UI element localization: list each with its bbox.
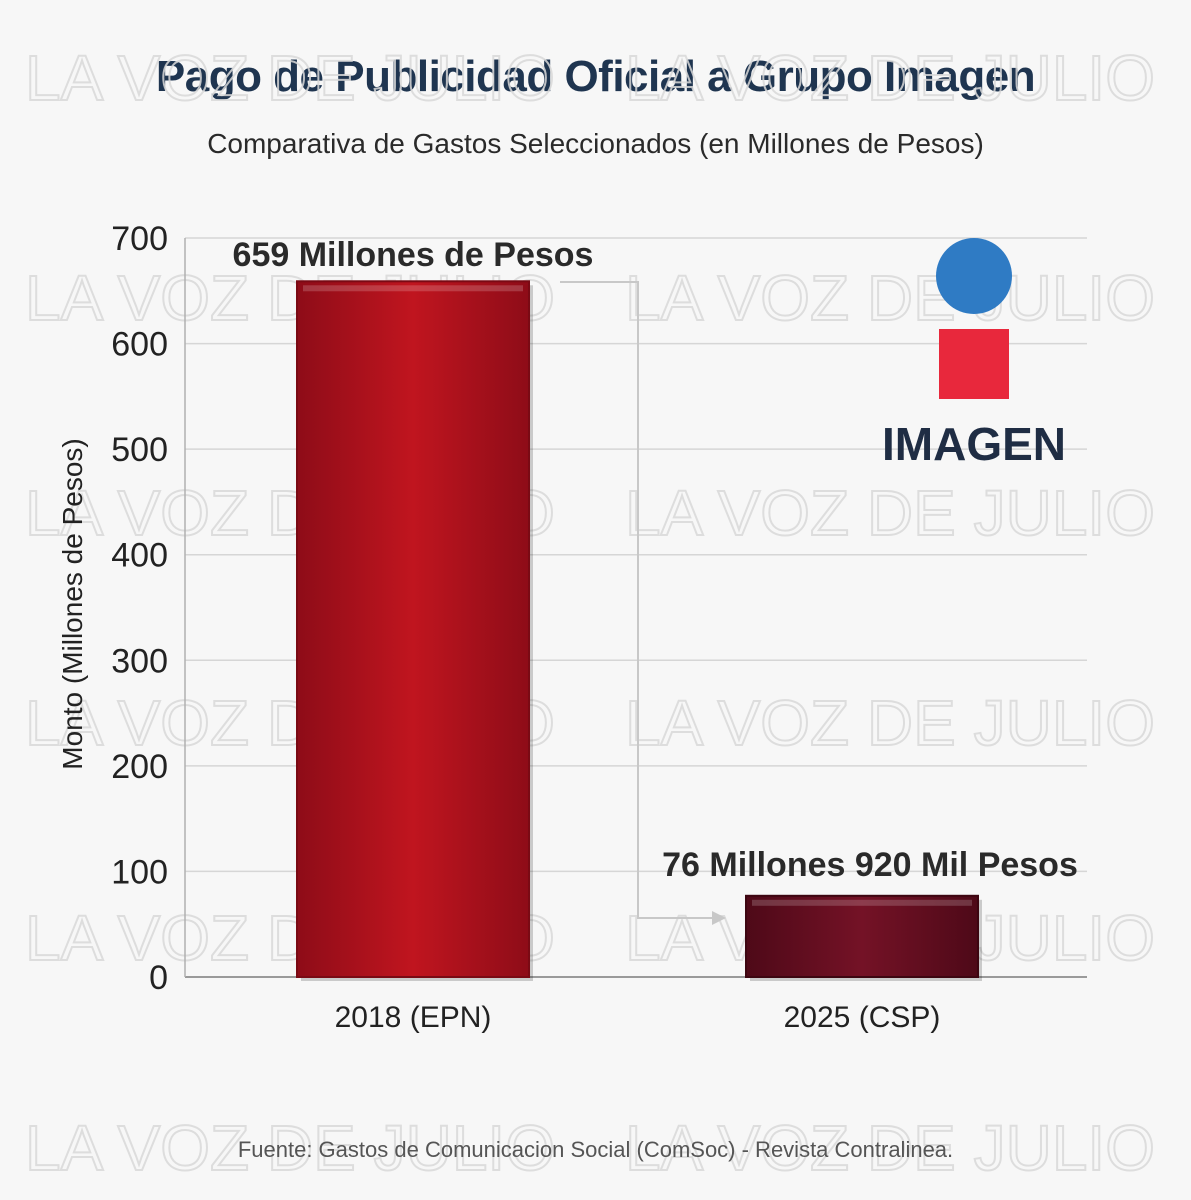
bar (296, 280, 530, 978)
connector-line (560, 281, 718, 919)
connector-arrow (560, 281, 726, 925)
y-tick-label: 600 (111, 326, 168, 364)
source-note: Fuente: Gastos de Comunicacion Social (C… (237, 1137, 954, 1162)
watermark-text: LA VOZ DE JULIO (625, 42, 1155, 114)
y-tick-label: 500 (111, 431, 168, 469)
connector-arrowhead (712, 911, 726, 925)
bars (296, 280, 982, 981)
y-axis-label: Monto (Millones de Pesos) (57, 438, 88, 769)
imagen-logo: IMAGEN (882, 238, 1066, 470)
watermark-text: LA VOZ DE JULIO (625, 687, 1155, 759)
y-tick-label: 400 (111, 537, 168, 575)
x-tick-label: 2018 (EPN) (335, 1001, 492, 1034)
y-tick-label: 0 (149, 959, 168, 997)
watermark-text: LA VOZ DE JULIO (625, 1112, 1155, 1184)
data-labels: 659 Millones de Pesos 76 Millones 920 Mil… (233, 236, 1078, 884)
y-tick-label: 100 (111, 853, 168, 891)
y-axis-ticks: 0 100 200 300 400 500 600 700 (111, 220, 168, 997)
bar-highlight (303, 285, 523, 292)
x-tick-label: 2025 (CSP) (784, 1001, 941, 1034)
x-axis-labels: 2018 (EPN) 2025 (CSP) (335, 1001, 941, 1034)
watermark-text: LA VOZ DE JULIO (25, 1112, 555, 1184)
bar (745, 894, 979, 978)
logo-circle (936, 238, 1012, 314)
logo-square (939, 329, 1009, 399)
watermark-text: LA VOZ DE JULIO (625, 262, 1155, 334)
data-label: 659 Millones de Pesos (233, 236, 594, 274)
bar-highlight (752, 899, 972, 906)
chart-subtitle: Comparativa de Gastos Seleccionados (en … (207, 128, 984, 159)
chart-title: Pago de Publicidad Oficial a Grupo Image… (155, 52, 1036, 101)
watermark-text: LA VOZ DE JULIO (25, 42, 555, 114)
logo-text: IMAGEN (882, 418, 1066, 470)
watermark-text: LA VOZ DE JULIO (625, 477, 1155, 549)
y-tick-label: 700 (111, 220, 168, 258)
y-tick-label: 300 (111, 642, 168, 680)
y-tick-label: 200 (111, 748, 168, 786)
watermark-layer: LA VOZ DE JULIO LA VOZ DE JULIO LA VOZ DE … (24, 41, 1156, 1185)
data-label: 76 Millones 920 Mil Pesos (662, 846, 1078, 884)
